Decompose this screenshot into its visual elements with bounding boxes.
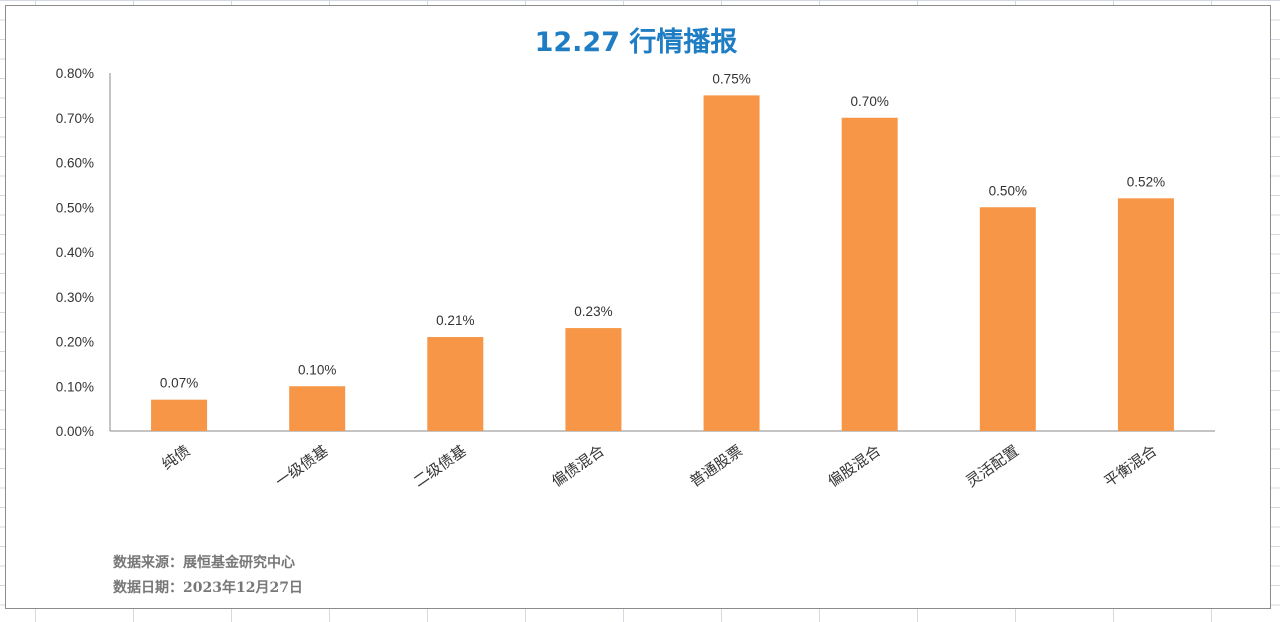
bar-chart: 12.27 行情播报 0.00% 0.10% 0.20% 0.30% 0.40% 0.50… bbox=[56, 26, 1215, 596]
data-label: 0.07% bbox=[160, 376, 198, 391]
x-tick-label: 一级债基 bbox=[272, 442, 331, 491]
x-tick-label: 二级债基 bbox=[410, 442, 469, 491]
y-tick-label: 0.80% bbox=[56, 66, 94, 81]
date-note: 数据日期：2023年12月27日 bbox=[113, 579, 303, 596]
y-tick-label: 0.00% bbox=[56, 424, 94, 439]
bar[interactable] bbox=[289, 386, 346, 431]
bar[interactable] bbox=[565, 328, 622, 431]
data-label: 0.75% bbox=[712, 71, 750, 86]
data-label: 0.70% bbox=[851, 94, 889, 109]
data-label: 0.50% bbox=[989, 183, 1027, 198]
data-label: 0.23% bbox=[574, 304, 612, 319]
chart-title: 12.27 行情播报 bbox=[535, 26, 738, 58]
bar[interactable] bbox=[979, 207, 1036, 431]
bar[interactable] bbox=[703, 95, 760, 431]
y-tick-label: 0.40% bbox=[56, 245, 94, 260]
x-tick-label: 平衡混合 bbox=[1101, 442, 1160, 491]
bar[interactable] bbox=[1117, 198, 1174, 431]
bar[interactable] bbox=[151, 399, 208, 431]
x-tick-label: 普通股票 bbox=[686, 442, 745, 491]
y-tick-label: 0.20% bbox=[56, 335, 94, 350]
x-tick-label: 灵活配置 bbox=[963, 442, 1022, 491]
data-label: 0.21% bbox=[436, 313, 474, 328]
bar[interactable] bbox=[427, 337, 484, 431]
y-tick-label: 0.60% bbox=[56, 156, 94, 171]
y-tick-label: 0.50% bbox=[56, 200, 94, 215]
bar[interactable] bbox=[841, 117, 898, 431]
chart-frame[interactable]: 12.27 行情播报 0.00% 0.10% 0.20% 0.30% 0.40% 0.50… bbox=[5, 5, 1271, 609]
y-tick-label: 0.10% bbox=[56, 379, 94, 394]
y-tick-label: 0.30% bbox=[56, 290, 94, 305]
x-tick-label: 偏债混合 bbox=[548, 442, 607, 491]
data-label: 0.52% bbox=[1127, 174, 1165, 189]
x-tick-label: 偏股混合 bbox=[824, 442, 883, 491]
y-tick-label: 0.70% bbox=[56, 111, 94, 126]
source-note: 数据来源：展恒基金研究中心 bbox=[113, 554, 295, 571]
x-tick-label: 纯债 bbox=[158, 442, 193, 474]
data-label: 0.10% bbox=[298, 362, 336, 377]
